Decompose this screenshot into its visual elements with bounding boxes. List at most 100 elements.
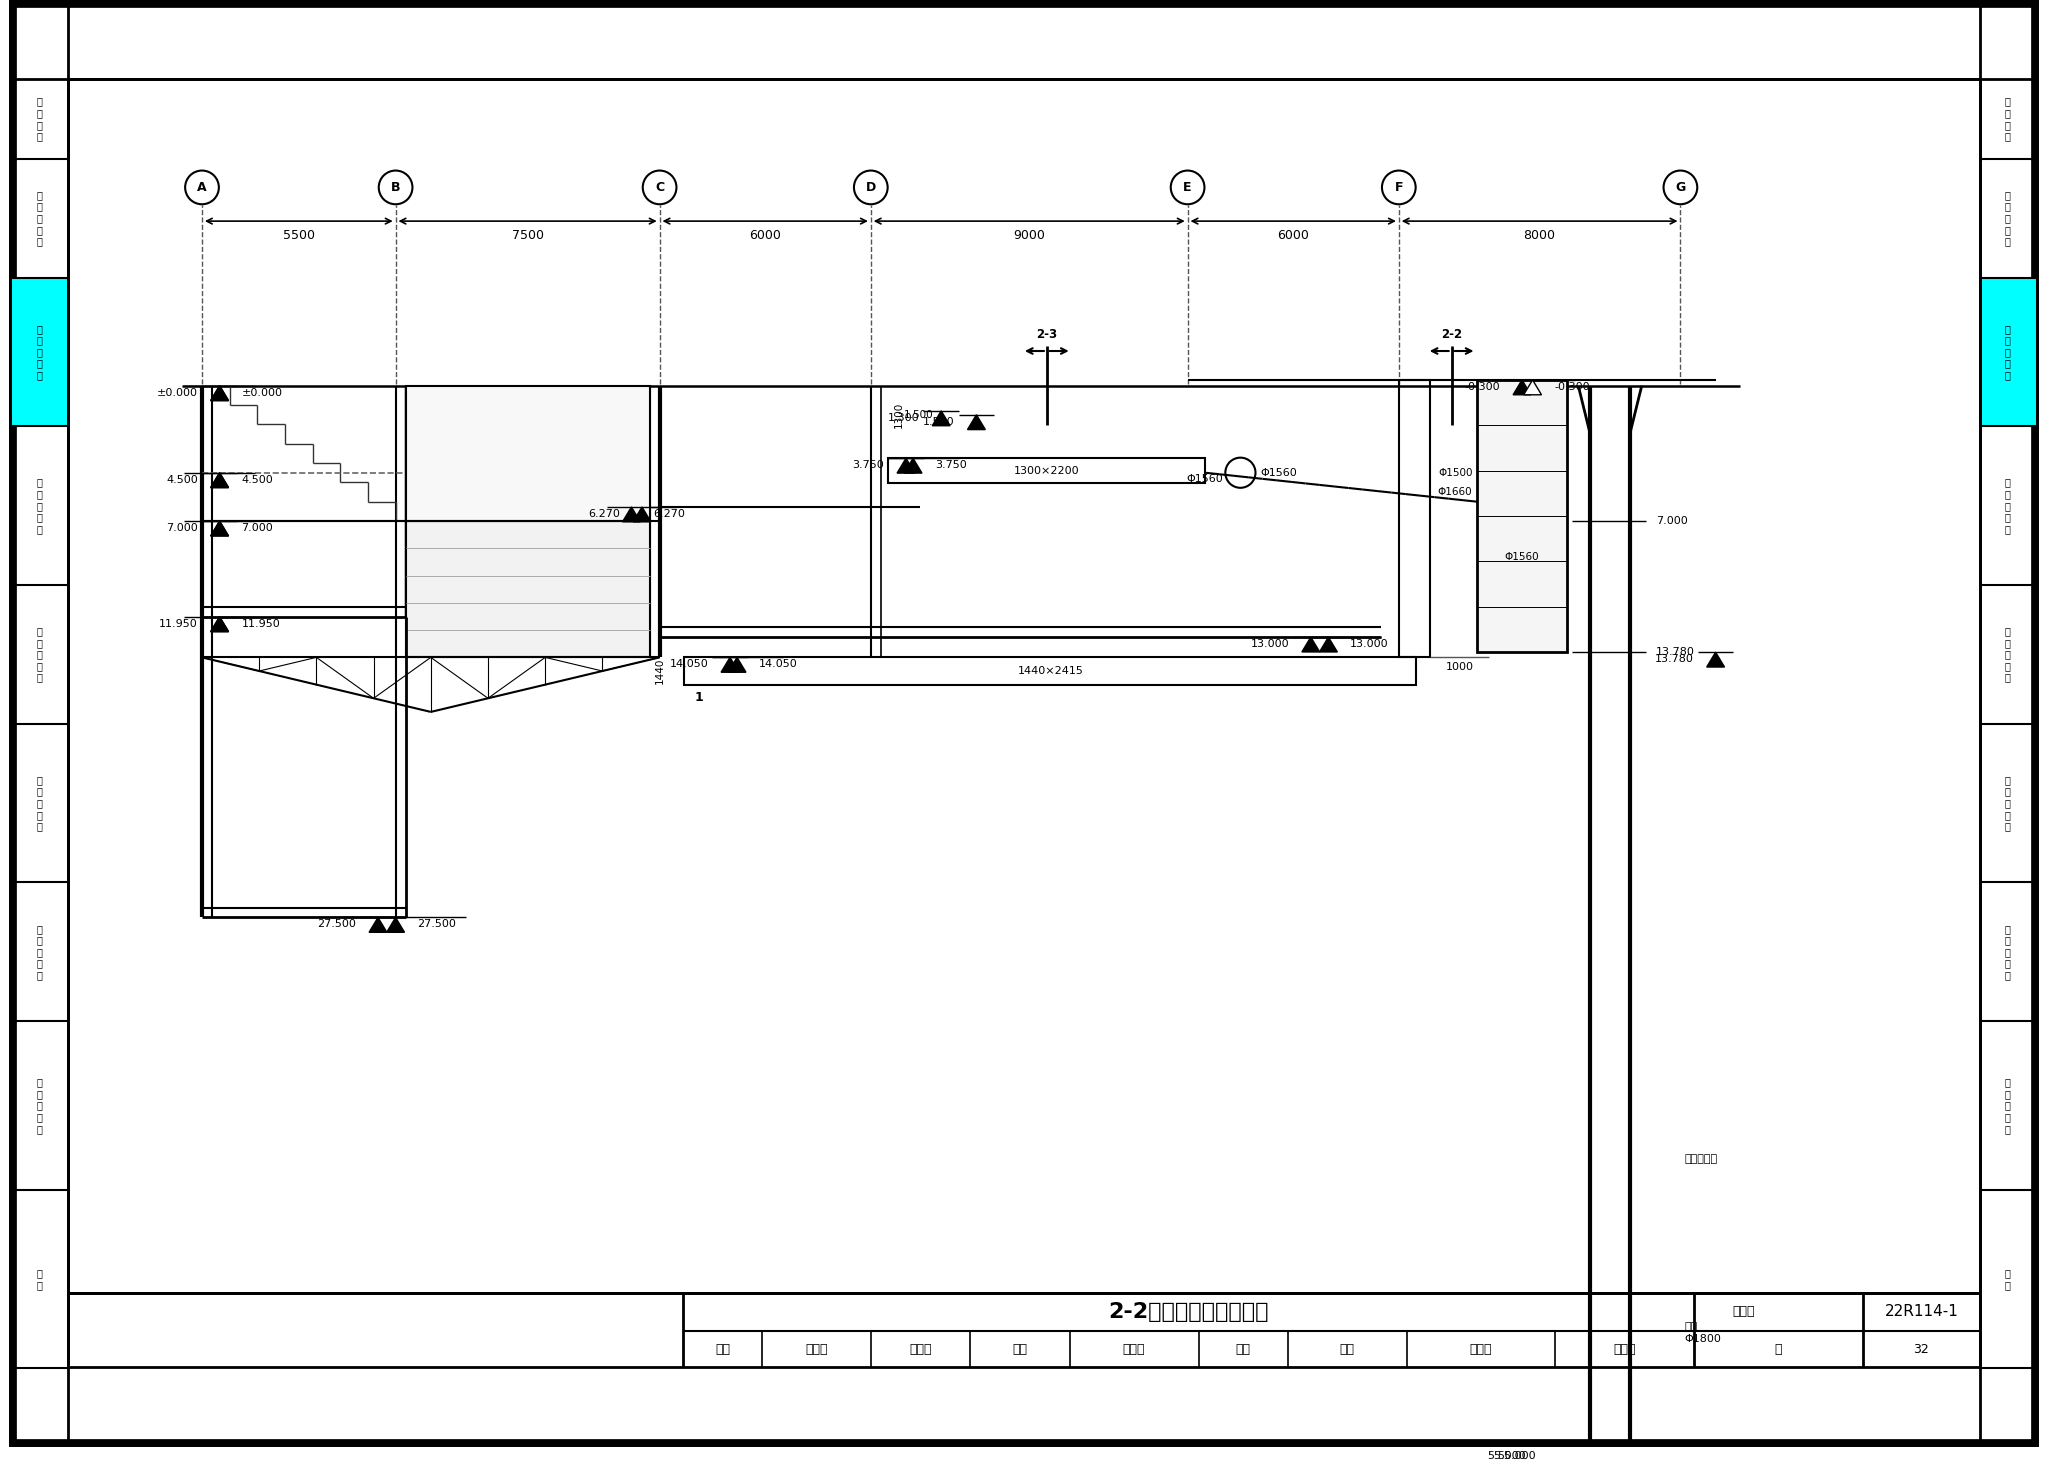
Text: 工
程
实
例
二: 工 程 实 例 二 [37, 324, 43, 381]
Text: 工
程
实
例
五: 工 程 实 例 五 [2005, 775, 2011, 832]
Text: 范晓刻: 范晓刻 [909, 1344, 932, 1355]
Polygon shape [1532, 1449, 1550, 1459]
Text: 1300: 1300 [893, 401, 903, 427]
Polygon shape [729, 658, 745, 673]
Text: 范豁光: 范豁光 [805, 1344, 827, 1355]
Text: Φ1560: Φ1560 [1505, 552, 1540, 562]
Bar [684, 658, 1417, 686]
Text: 6.270: 6.270 [588, 509, 621, 519]
Text: F: F [1395, 181, 1403, 194]
Polygon shape [1513, 379, 1532, 395]
Text: 技
术
要
点: 技 术 要 点 [37, 96, 43, 142]
Polygon shape [211, 521, 229, 535]
Text: 烟囱
Φ1800: 烟囱 Φ1800 [1683, 1322, 1720, 1344]
Text: 6000: 6000 [750, 229, 780, 242]
Text: 55.000: 55.000 [1497, 1452, 1536, 1459]
Circle shape [184, 171, 219, 204]
Text: ±0.000: ±0.000 [158, 388, 199, 398]
Text: Φ1660: Φ1660 [1438, 487, 1473, 498]
Text: 工
程
实
例
六: 工 程 实 例 六 [2005, 924, 2011, 980]
Polygon shape [932, 411, 950, 426]
Polygon shape [211, 385, 229, 401]
Text: 设计: 设计 [1339, 1344, 1354, 1355]
Bar [406, 521, 649, 658]
Bar [68, 79, 1980, 1293]
Text: -0.300: -0.300 [1554, 382, 1589, 392]
Text: 6.270: 6.270 [653, 509, 686, 519]
Text: Φ1500: Φ1500 [1438, 468, 1473, 477]
Bar [12, 277, 68, 426]
Text: 白丽堂: 白丽堂 [1614, 1344, 1636, 1355]
Polygon shape [1706, 652, 1724, 667]
Text: 附
录: 附 录 [2005, 1268, 2011, 1290]
Text: 13.000: 13.000 [1251, 639, 1288, 649]
Text: 工
程
实
例
二: 工 程 实 例 二 [2005, 324, 2011, 381]
Polygon shape [211, 385, 229, 401]
Bar [406, 385, 649, 521]
Text: 1440: 1440 [655, 658, 664, 684]
Text: 审核: 审核 [715, 1344, 729, 1355]
Text: 13.780: 13.780 [1655, 654, 1694, 664]
Polygon shape [211, 473, 229, 487]
Text: 13.780: 13.780 [1657, 648, 1696, 657]
Text: 6000: 6000 [1278, 229, 1309, 242]
Polygon shape [369, 918, 387, 932]
Text: 4.500: 4.500 [242, 474, 272, 484]
Text: 2-2: 2-2 [1442, 328, 1462, 340]
Text: 工
程
实
例
三: 工 程 实 例 三 [2005, 477, 2011, 534]
Text: 工
程
实
例
六: 工 程 实 例 六 [37, 924, 43, 980]
Text: 附
录: 附 录 [37, 1268, 43, 1290]
Text: 55.000: 55.000 [1487, 1452, 1526, 1459]
Text: 韩卫珍: 韩卫珍 [1122, 1344, 1145, 1355]
Text: 27.500: 27.500 [418, 919, 457, 929]
Bar [1980, 277, 2036, 426]
Text: E: E [1184, 181, 1192, 194]
Bar [1399, 379, 1430, 658]
Text: 13.000: 13.000 [1350, 639, 1389, 649]
Circle shape [1663, 171, 1698, 204]
Text: 1300×2200: 1300×2200 [1014, 465, 1079, 476]
Bar [1477, 379, 1567, 652]
Polygon shape [1303, 638, 1319, 652]
Text: Φ1560: Φ1560 [1188, 474, 1223, 483]
Text: Φ1560: Φ1560 [1260, 468, 1296, 477]
Text: 7.000: 7.000 [1657, 516, 1688, 527]
Text: G: G [1675, 181, 1686, 194]
Text: 7.000: 7.000 [166, 522, 199, 533]
Text: 14.050: 14.050 [760, 659, 797, 670]
Text: 14.050: 14.050 [670, 659, 709, 670]
Polygon shape [623, 506, 641, 522]
Polygon shape [903, 458, 922, 473]
Text: D: D [866, 181, 877, 194]
Text: C: C [655, 181, 664, 194]
Text: B: B [391, 181, 399, 194]
Text: 8000: 8000 [1524, 229, 1556, 242]
Polygon shape [1319, 638, 1337, 652]
Text: 3.750: 3.750 [852, 460, 885, 470]
Circle shape [1171, 171, 1204, 204]
Text: 2-3: 2-3 [1036, 328, 1057, 340]
Text: 工
程
实
例
四: 工 程 实 例 四 [2005, 626, 2011, 683]
Text: 自力式烟囱: 自力式烟囱 [1683, 1154, 1718, 1164]
Text: 11.950: 11.950 [160, 619, 199, 629]
Text: 工
程
实
例
一: 工 程 实 例 一 [2005, 190, 2011, 247]
Text: 27.500: 27.500 [317, 919, 356, 929]
Bar [889, 458, 1204, 483]
Text: 工
程
实
例
一: 工 程 实 例 一 [37, 190, 43, 247]
Text: 1: 1 [694, 690, 705, 703]
Polygon shape [1548, 1449, 1567, 1459]
Polygon shape [211, 617, 229, 632]
Text: 技
术
要
点: 技 术 要 点 [2005, 96, 2011, 142]
Text: 11.950: 11.950 [242, 619, 281, 629]
Text: 校对: 校对 [1012, 1344, 1028, 1355]
Text: 工
程
实
例
四: 工 程 实 例 四 [37, 626, 43, 683]
Text: 页: 页 [1776, 1344, 1782, 1355]
Text: 5500: 5500 [283, 229, 315, 242]
Text: 1440×2415: 1440×2415 [1018, 667, 1083, 677]
Text: 1.500: 1.500 [903, 410, 934, 420]
Polygon shape [967, 414, 985, 429]
Text: ±0.000: ±0.000 [242, 388, 283, 398]
Circle shape [379, 171, 412, 204]
Text: 图集号: 图集号 [1733, 1306, 1755, 1319]
Polygon shape [211, 521, 229, 535]
